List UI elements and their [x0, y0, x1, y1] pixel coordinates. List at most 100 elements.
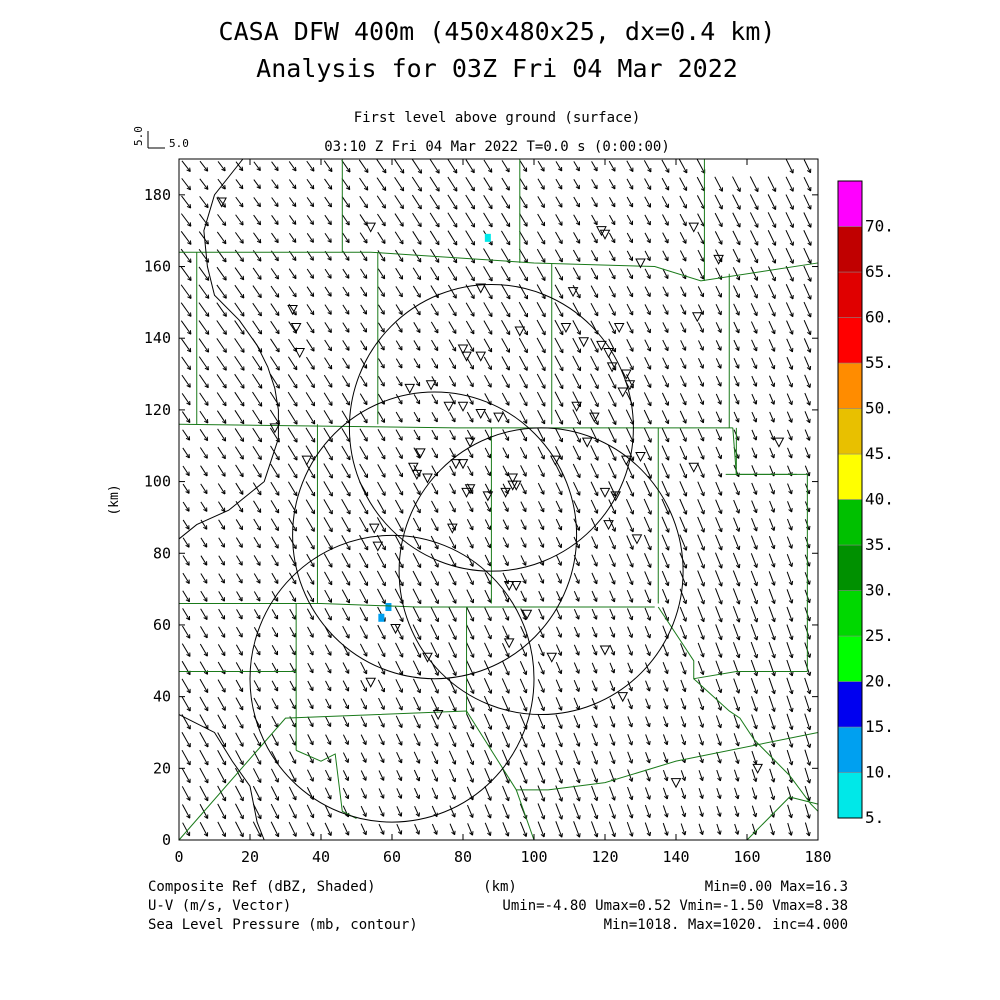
- station-marker: [404, 383, 416, 394]
- wind-vector-head: [328, 475, 333, 479]
- wind-vector-head: [486, 545, 491, 549]
- wind-vector: [572, 337, 581, 353]
- wind-vector-head: [346, 439, 351, 443]
- colorbar-swatch: [837, 499, 863, 546]
- wind-vector: [626, 321, 634, 334]
- wind-vector-head: [328, 439, 333, 443]
- wind-vector: [359, 446, 368, 460]
- wind-vector: [573, 785, 581, 802]
- wind-vector-head: [222, 314, 227, 317]
- wind-vector: [430, 642, 439, 658]
- wind-vector-head: [540, 634, 544, 639]
- wind-vector-head: [664, 311, 669, 315]
- wind-vector: [732, 552, 740, 569]
- wind-vector-head: [540, 689, 545, 693]
- wind-vector-head: [575, 580, 580, 584]
- wind-vector-head: [734, 795, 739, 800]
- wind-vector: [288, 268, 297, 279]
- wind-vector: [697, 661, 704, 675]
- wind-vector-head: [362, 777, 367, 781]
- wind-vector-head: [505, 385, 510, 389]
- wind-vector-head: [417, 170, 422, 174]
- wind-vector-head: [204, 385, 209, 389]
- wind-vector-head: [239, 780, 244, 784]
- wind-vector-head: [222, 421, 227, 424]
- wind-vector-head: [238, 168, 243, 172]
- wind-vector-head: [540, 707, 545, 712]
- wind-vector-head: [788, 366, 793, 370]
- wind-vector: [289, 644, 296, 656]
- wind-vector-head: [753, 295, 758, 299]
- wind-vector: [715, 446, 722, 460]
- wind-vector: [698, 322, 704, 333]
- wind-vector-head: [327, 741, 331, 746]
- wind-vector: [484, 447, 491, 459]
- wind-vector: [502, 590, 509, 603]
- wind-vector: [182, 429, 191, 441]
- wind-vector: [430, 518, 439, 531]
- wind-vector-head: [488, 314, 493, 318]
- wind-vector: [697, 231, 705, 245]
- station-marker: [603, 348, 614, 359]
- wind-vector-head: [505, 187, 510, 191]
- wind-vector-head: [610, 688, 615, 692]
- wind-vector: [536, 355, 546, 371]
- wind-vector: [716, 769, 721, 782]
- wind-vector: [768, 535, 775, 550]
- wind-vector-head: [398, 437, 403, 441]
- wind-vector: [395, 340, 403, 351]
- wind-vector: [287, 481, 298, 496]
- wind-vector-head: [452, 618, 457, 622]
- wind-vector-head: [186, 654, 191, 657]
- wind-vector: [217, 732, 226, 748]
- wind-vector-head: [773, 830, 775, 836]
- wind-vector: [359, 410, 368, 424]
- wind-vector-head: [274, 598, 278, 602]
- wind-vector: [253, 232, 262, 244]
- wind-vector-head: [737, 777, 740, 782]
- wind-vector-head: [187, 296, 192, 299]
- wind-vector: [661, 392, 669, 406]
- wind-vector-head: [558, 439, 563, 443]
- wind-vector: [377, 464, 386, 478]
- wind-vector: [395, 697, 403, 711]
- wind-vector-head: [451, 509, 456, 513]
- wind-vector-head: [663, 741, 668, 746]
- wind-vector-head: [327, 312, 332, 315]
- wind-vector: [235, 714, 244, 729]
- wind-vector: [697, 552, 705, 569]
- wind-vector: [608, 160, 616, 172]
- wind-vector-head: [221, 473, 226, 477]
- wind-vector-head: [718, 654, 722, 658]
- wind-vector-head: [682, 258, 687, 262]
- wind-vector-head: [452, 313, 457, 317]
- wind-vector: [608, 821, 616, 837]
- wind-vector-head: [293, 493, 298, 497]
- wind-vector-head: [753, 582, 758, 587]
- wind-vector: [430, 624, 439, 640]
- wind-vector-head: [770, 527, 775, 531]
- wind-vector-head: [273, 634, 278, 638]
- wind-vector: [394, 231, 404, 245]
- wind-vector: [235, 644, 243, 656]
- wind-vector-head: [647, 169, 652, 173]
- wind-vector-head: [771, 672, 776, 677]
- wind-vector: [271, 572, 279, 584]
- wind-vector: [181, 643, 191, 657]
- wind-vector: [626, 356, 634, 371]
- wind-vector: [376, 552, 386, 569]
- wind-vector-head: [789, 260, 794, 264]
- county-boundary: [735, 427, 808, 672]
- wind-vector-head: [682, 347, 686, 351]
- wind-vector: [323, 160, 333, 172]
- wind-vector: [324, 214, 332, 225]
- wind-vector-head: [311, 439, 315, 443]
- wind-vector-head: [416, 347, 421, 351]
- wind-vector-head: [257, 403, 262, 407]
- wind-vector: [199, 429, 209, 441]
- wind-vector: [750, 677, 758, 694]
- y-tick-label: 60: [153, 616, 171, 634]
- wind-vector-head: [363, 583, 368, 587]
- wind-vector: [786, 338, 793, 353]
- wind-vector: [591, 196, 598, 208]
